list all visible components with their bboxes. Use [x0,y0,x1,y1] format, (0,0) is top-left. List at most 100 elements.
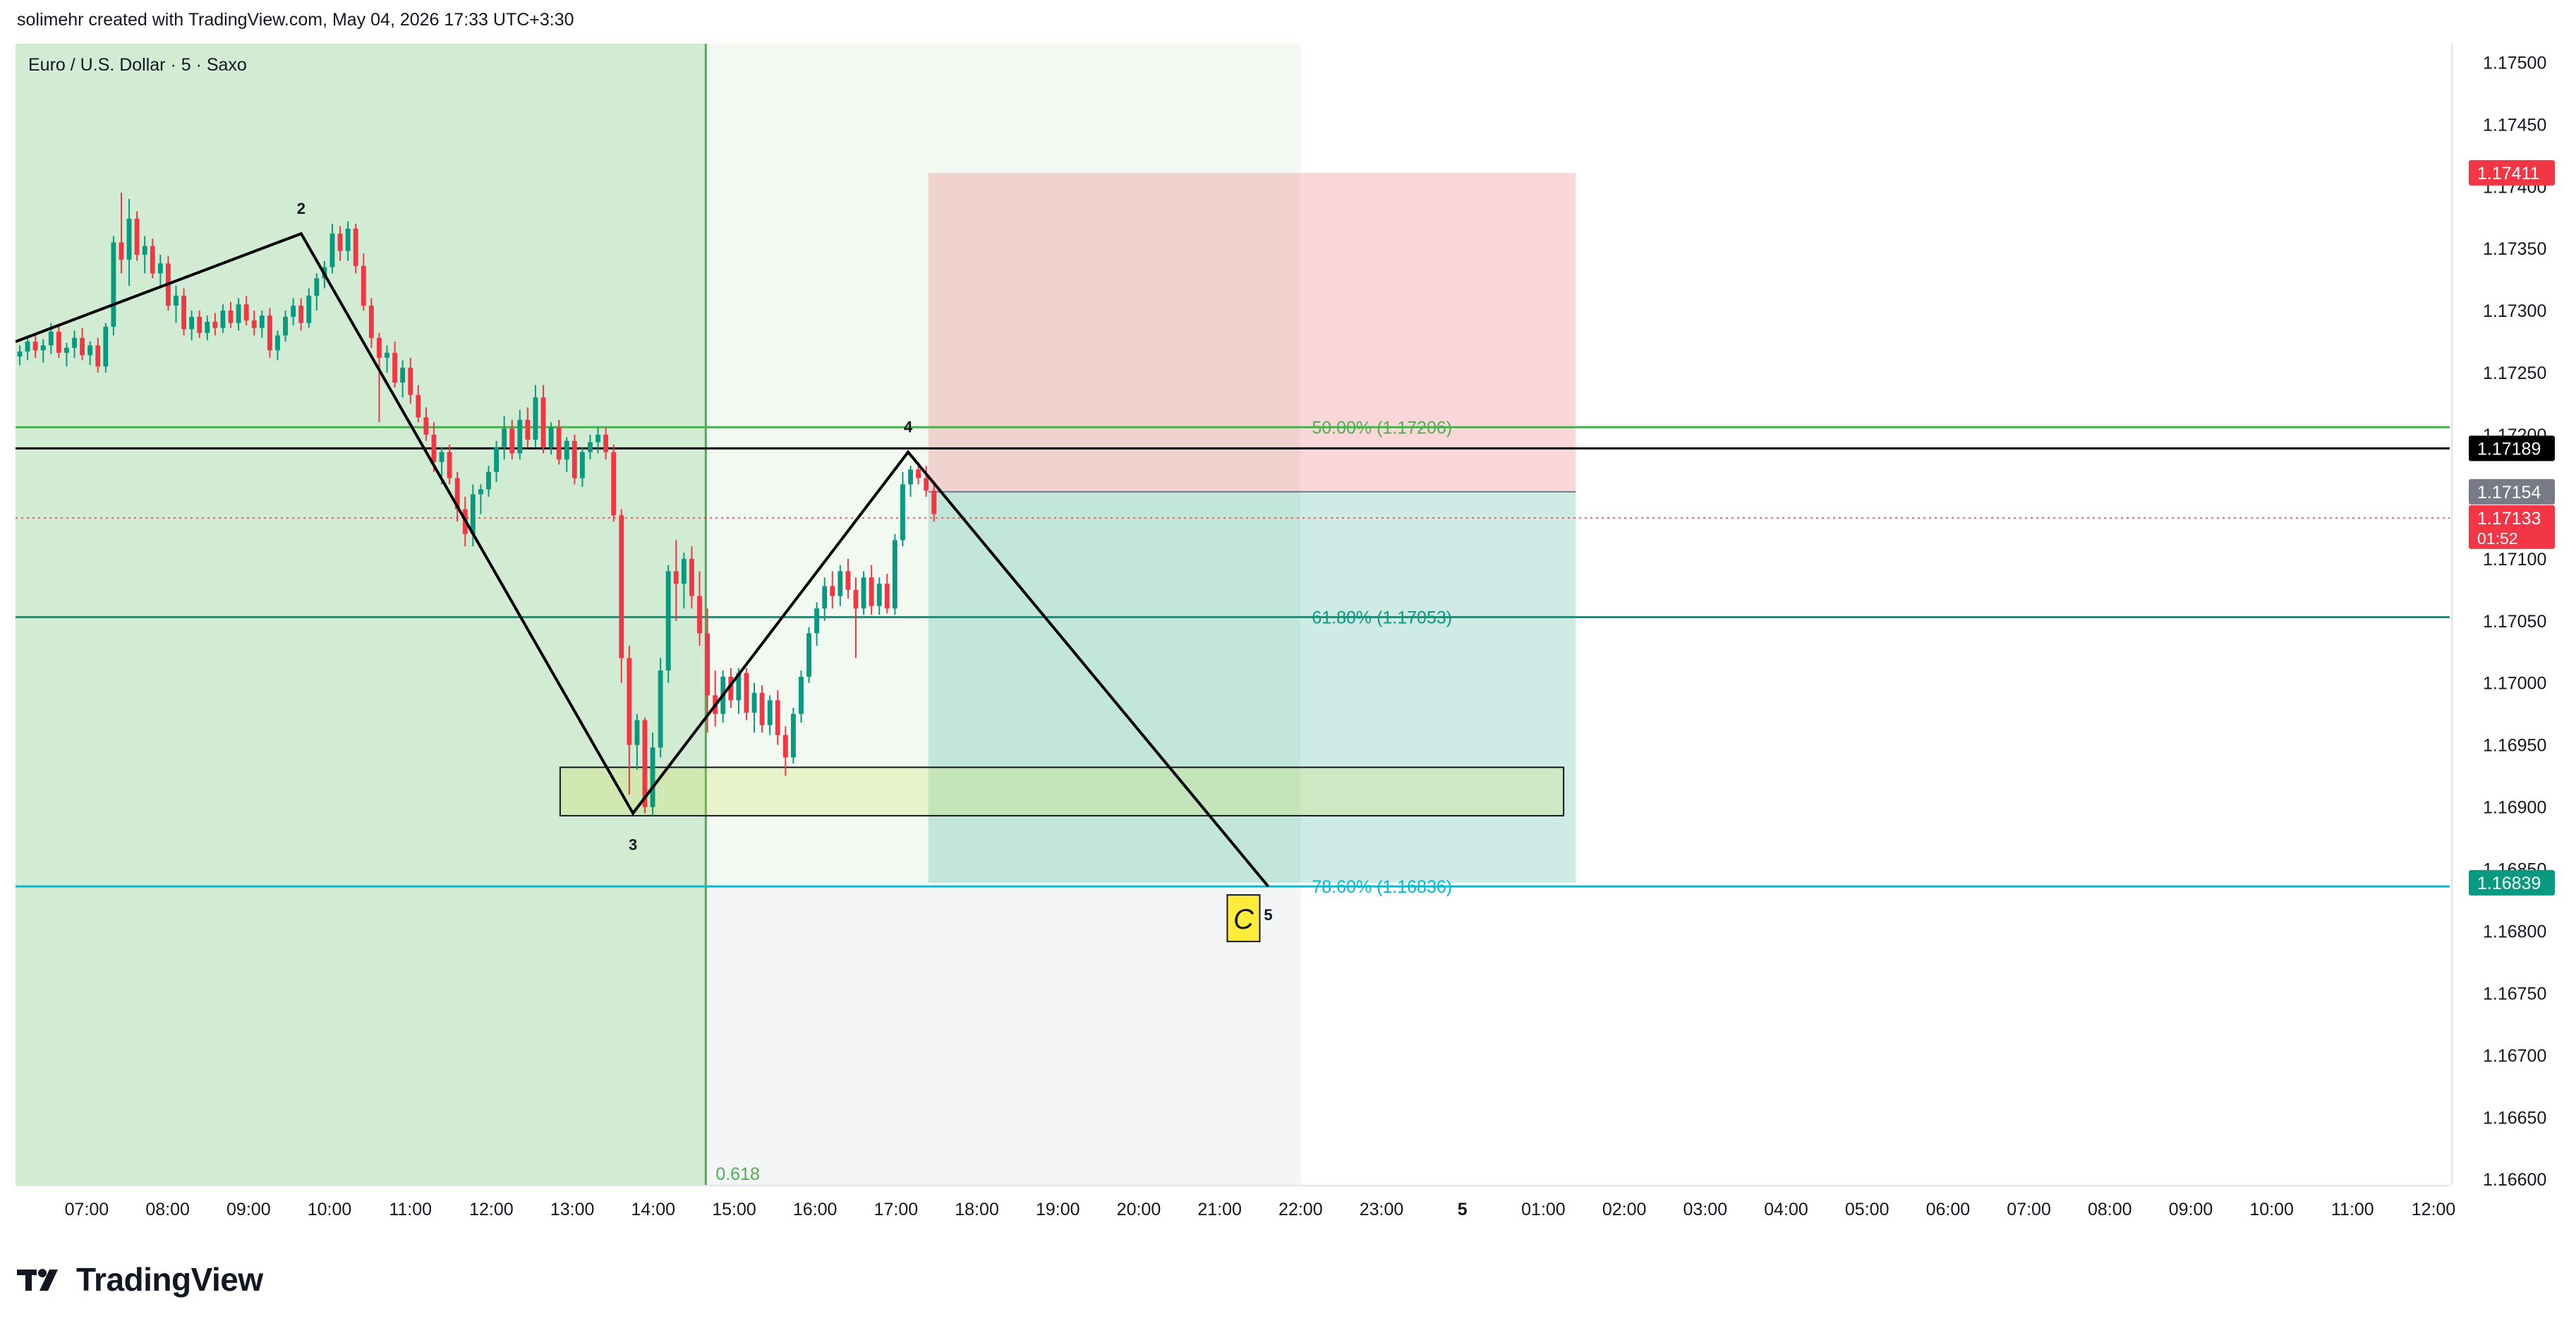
price-label-text: 1.16839 [2477,874,2541,893]
candle [368,298,374,348]
candle [111,236,116,336]
candle-body [431,434,437,462]
candle-body [174,296,179,306]
price-tick-label: 1.16650 [2483,1108,2546,1128]
candle [150,239,155,279]
candle [174,285,179,323]
time-tick-label: 19:00 [1036,1200,1080,1219]
candle [533,385,538,447]
fib-level-label: 61.80% (1.17053) [1312,608,1452,628]
candle-body [345,229,351,251]
candle [681,553,687,609]
candle-body [814,608,820,634]
candle-body [494,447,499,472]
candle [884,573,890,614]
candle-body [790,713,796,758]
candle [830,571,835,609]
candle [306,288,312,328]
candle [650,733,655,816]
candle [744,668,749,721]
candle-body [611,452,617,516]
candle [72,330,77,358]
candle-body [56,332,61,353]
candle-body [291,306,296,317]
candle [853,577,859,658]
wave-point-label: 4 [904,418,913,436]
price-tick-label: 1.17300 [2483,301,2546,321]
candle-body [267,315,272,351]
candle [790,707,796,764]
time-tick-label: 5 [1458,1200,1468,1219]
candle [658,658,663,758]
price-tick-label: 1.17050 [2483,612,2546,632]
time-tick-label: 18:00 [955,1200,999,1219]
fib-level-label: 50.00% (1.17206) [1312,418,1452,438]
candle [142,236,147,274]
candle [32,332,38,358]
time-tick-label: 03:00 [1683,1200,1728,1219]
candle [103,323,109,373]
candle-body [775,700,780,735]
candle-body [658,670,663,748]
short-position-tool[interactable] [559,172,1576,883]
candle [603,427,609,460]
candle [751,682,757,733]
candle-body [705,633,710,696]
candle-body [642,720,648,807]
candle [588,434,593,460]
candle [87,342,93,366]
candle-body [627,658,632,745]
candle-body [681,558,687,584]
candle [494,440,499,482]
candle [486,465,491,497]
candle-body [876,584,882,606]
time-tick-label: 13:00 [550,1200,595,1219]
candle [423,407,429,441]
candle-body [564,440,569,460]
candle [298,298,304,331]
candle-body [588,442,593,452]
candle [392,342,398,388]
candle-body [361,265,366,306]
candle [64,342,69,367]
tradingview-logo[interactable]: TradingView [17,1260,263,1298]
time-zone-shade-right [706,44,1301,887]
candle [556,419,562,465]
candle-body [197,316,202,333]
candle-body [329,234,335,267]
candle-body [556,427,562,460]
time-tick-label: 08:00 [2088,1200,2132,1219]
candle [782,726,788,776]
candle [400,360,406,398]
candle-body [243,304,249,321]
candle [220,304,226,333]
candle-body [572,440,577,478]
candle [861,571,866,615]
candle [197,311,202,338]
candle [611,445,617,522]
time-tick-label: 11:00 [2331,1200,2374,1219]
elliott-wave-drawing[interactable]: 2 3 4 5C [16,200,1273,943]
time-fib-label: 0.618 [715,1164,760,1184]
candle [56,325,61,358]
price-tick-label: 1.17250 [2483,363,2546,383]
time-tick-label: 12:00 [469,1200,514,1219]
candle-body [368,306,374,338]
candle [447,445,452,485]
candle-body [134,218,140,255]
time-zone-shade-left [16,44,706,1186]
pattern-tag-box [1226,894,1261,943]
horizontal-levels: 50.00% (1.17206) 61.80% (1.17053) 78.60% (… [16,418,2450,897]
candle [869,565,874,615]
candle-body [533,397,538,440]
candle-body [306,296,312,323]
candle [705,608,710,733]
candle-body [916,469,921,478]
candle [837,565,843,606]
time-tick-label: 10:00 [2249,1200,2294,1219]
candle-body [830,586,835,596]
candle [548,422,554,455]
price-tick-label: 1.17100 [2483,550,2546,569]
time-tick-label: 11:00 [389,1200,432,1219]
